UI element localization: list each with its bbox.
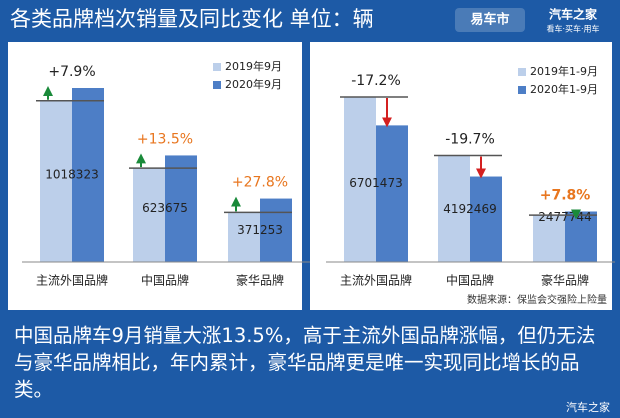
bar xyxy=(376,125,408,262)
value-label: 371253 xyxy=(237,223,283,237)
bar xyxy=(72,88,104,262)
value-label: 623675 xyxy=(142,201,188,215)
legend-label: 2019年1-9月 xyxy=(530,64,598,78)
change-label: +7.8% xyxy=(540,187,591,203)
value-label: 1018323 xyxy=(45,168,98,182)
bar xyxy=(133,168,165,262)
bar xyxy=(470,176,502,262)
legend-label: 2020年1-9月 xyxy=(530,82,598,96)
title: 各类品牌档次销量及同比变化 单位：辆 xyxy=(10,7,374,31)
bar xyxy=(344,97,376,262)
value-label: 4192469 xyxy=(443,202,496,216)
legend-swatch xyxy=(213,81,221,89)
bar xyxy=(533,215,565,262)
logo2-sub: 看车·买车·用车 xyxy=(546,24,599,34)
change-label: -19.7% xyxy=(445,132,495,148)
x-tick-label: 中国品牌 xyxy=(141,273,189,288)
change-label: +13.5% xyxy=(137,131,193,147)
bar xyxy=(228,212,260,262)
bar xyxy=(40,100,72,262)
legend-label: 2020年9月 xyxy=(225,77,282,91)
source: 数据来源：保监会交强险上险量 xyxy=(467,293,607,306)
bar xyxy=(165,155,197,262)
legend-swatch xyxy=(213,63,221,71)
logo-box xyxy=(455,8,525,32)
change-label: +7.9% xyxy=(48,64,95,80)
legend-label: 2019年9月 xyxy=(225,59,282,73)
x-tick-label: 豪华品牌 xyxy=(236,273,284,288)
bar xyxy=(438,155,470,262)
change-label: +27.8% xyxy=(232,175,288,191)
logo1: 易车市 xyxy=(470,12,509,28)
bar xyxy=(565,211,597,262)
watermark: 汽车之家 xyxy=(566,401,610,414)
logo2: 汽车之家 xyxy=(549,7,598,22)
caption: 中国品牌车9月销量大涨13.5%，高于主流外国品牌涨幅，但仍无法与豪华品牌相比，… xyxy=(14,324,596,401)
bar xyxy=(260,198,292,262)
value-label: 2477744 xyxy=(538,210,591,224)
legend-swatch xyxy=(518,68,526,76)
change-label: -17.2% xyxy=(351,73,401,89)
x-tick-label: 主流外国品牌 xyxy=(340,274,412,288)
value-label: 6701473 xyxy=(349,176,402,190)
x-tick-label: 主流外国品牌 xyxy=(36,274,108,288)
legend-swatch xyxy=(518,86,526,94)
x-tick-label: 豪华品牌 xyxy=(541,273,589,288)
x-tick-label: 中国品牌 xyxy=(446,273,494,288)
